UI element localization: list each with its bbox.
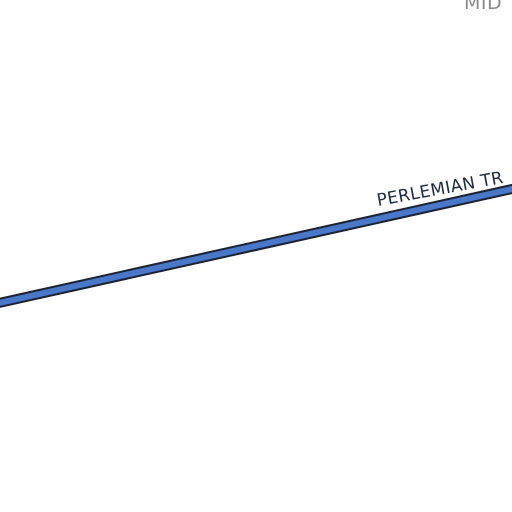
place-name-label: MID: [464, 0, 502, 14]
highway-road[interactable]: [0, 185, 512, 306]
